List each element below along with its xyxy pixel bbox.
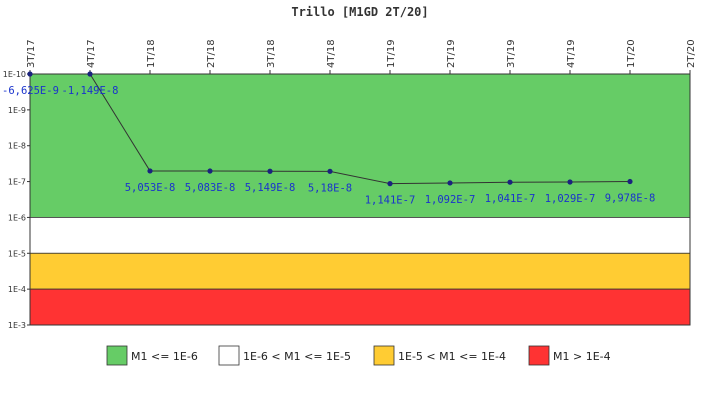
legend-label: 1E-5 < M1 <= 1E-4	[398, 350, 506, 363]
data-label: 5,053E-8	[125, 182, 176, 194]
legend-swatch	[373, 345, 395, 366]
x-axis-ticks: 3T/17 4T/17 1T/18 2T/18 3T/18 4T/18 1T/19 2T/19…	[26, 39, 697, 74]
data-point	[27, 71, 33, 77]
band-0	[29, 73, 691, 218]
x-tick-label: 1T/20	[626, 39, 637, 68]
data-label: 1,141E-7	[365, 195, 416, 207]
data-label: 9,978E-8	[605, 193, 656, 205]
legend-label: M1 > 1E-4	[553, 350, 611, 363]
data-label: -6,625E-9	[2, 85, 59, 97]
legend-swatch	[106, 345, 128, 366]
x-tick-label: 4T/18	[326, 39, 337, 68]
y-tick-label: 1E-4	[8, 285, 26, 294]
data-point	[147, 168, 153, 174]
x-tick-label: 3T/18	[266, 39, 277, 68]
data-label: 1,092E-7	[425, 194, 476, 206]
data-point	[567, 179, 573, 185]
x-tick-label: 3T/19	[506, 39, 517, 68]
x-tick-label: 4T/19	[566, 39, 577, 68]
data-point	[327, 168, 333, 174]
x-tick-label: 2T/19	[446, 39, 457, 68]
data-point	[627, 178, 633, 185]
y-tick-label: 1E-9	[8, 106, 26, 115]
data-label: 5,18E-8	[308, 182, 352, 194]
data-point	[447, 180, 453, 186]
band-2	[29, 252, 691, 290]
data-point	[207, 168, 213, 174]
y-tick-label: 1E-6	[8, 213, 26, 222]
x-tick-label: 2T/20	[686, 39, 697, 68]
data-label: -1,149E-8	[62, 85, 119, 97]
y-tick-label: 1E-8	[8, 142, 26, 151]
y-tick-label: 1E-10	[3, 70, 26, 79]
legend-swatch	[528, 345, 550, 366]
y-tick-label: 1E-3	[8, 321, 26, 330]
x-tick-label: 3T/17	[26, 39, 37, 68]
plot-border	[29, 73, 691, 326]
series-line	[27, 71, 633, 187]
data-label: 5,149E-8	[245, 182, 296, 194]
y-tick-label: 1E-7	[8, 178, 26, 187]
risk-bands	[29, 73, 691, 326]
band-1	[29, 217, 691, 254]
y-tick-label: 1E-5	[8, 249, 26, 258]
legend-label: M1 <= 1E-6	[131, 350, 198, 363]
chart-title: Trillo [M1GD 2T/20]	[291, 5, 428, 19]
x-tick-label: 1T/19	[386, 39, 397, 68]
data-labels: -6,625E-9 -1,149E-8 5,053E-8 5,083E-8 5,149E…	[2, 85, 655, 207]
legend-label: 1E-6 < M1 <= 1E-5	[243, 350, 351, 363]
data-label: 5,083E-8	[185, 182, 236, 194]
data-point	[387, 181, 393, 187]
legend: M1 <= 1E-6 1E-6 < M1 <= 1E-5 1E-5 < M1 <= …	[106, 345, 611, 366]
x-tick-label: 1T/18	[146, 39, 157, 68]
data-label: 1,041E-7	[485, 193, 536, 205]
data-point	[267, 168, 273, 174]
data-point	[87, 71, 93, 77]
legend-swatch	[218, 345, 240, 366]
x-tick-label: 2T/18	[206, 39, 217, 68]
band-3	[29, 288, 691, 326]
data-point	[507, 179, 513, 185]
y-axis-ticks: 1E-10 1E-9 1E-8 1E-7 1E-6 1E-5 1E-4 1E-3	[3, 70, 30, 330]
data-label: 1,029E-7	[545, 193, 596, 205]
x-tick-label: 4T/17	[86, 39, 97, 68]
